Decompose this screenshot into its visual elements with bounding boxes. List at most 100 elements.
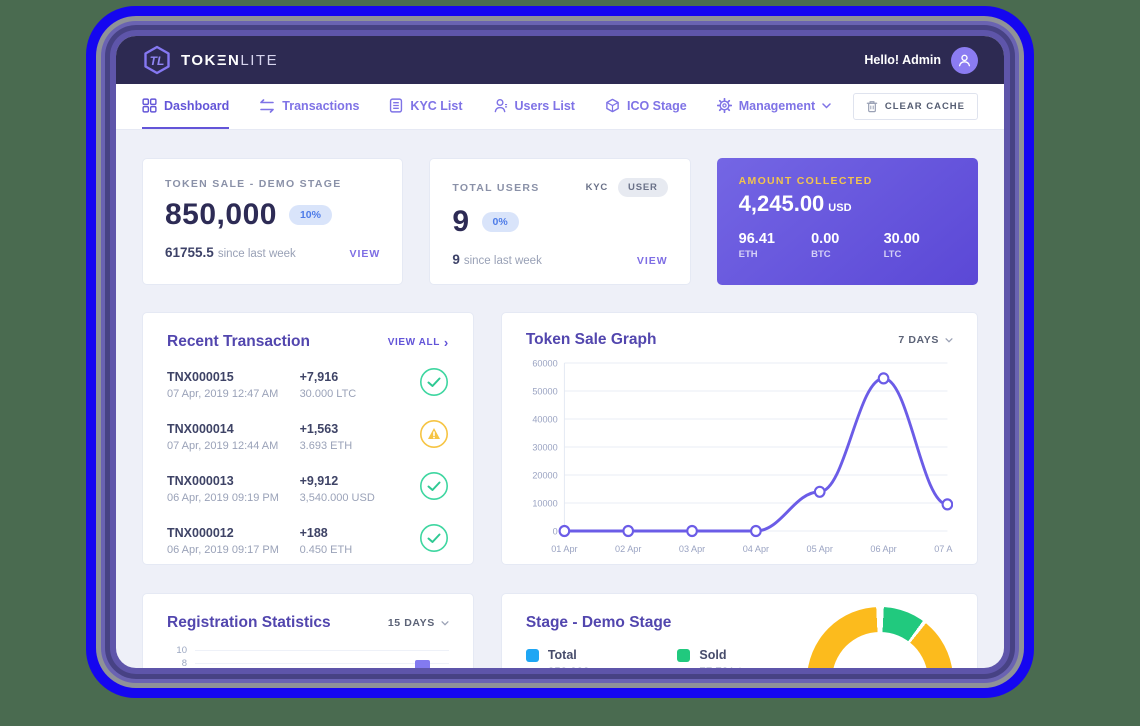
chevron-down-icon xyxy=(441,620,449,626)
amount-btc: 0.00 BTC xyxy=(811,231,840,260)
token-sale-delta-caption: since last week xyxy=(217,248,296,260)
nav-label: ICO Stage xyxy=(626,98,687,113)
svg-text:05 Apr: 05 Apr xyxy=(806,544,832,554)
user-avatar[interactable] xyxy=(951,46,978,74)
brand-name: TOKΞNLITE xyxy=(181,51,279,69)
tx-date: 06 Apr, 2019 09:17 PM xyxy=(167,543,279,556)
token-sale-value: 850,000 xyxy=(165,198,277,231)
nav-item-ico-stage[interactable]: ICO Stage xyxy=(605,84,687,129)
svg-text:20000: 20000 xyxy=(532,470,557,480)
tx-detail: 3.693 ETH xyxy=(299,439,353,452)
success-check-icon xyxy=(419,524,448,552)
nav-item-dashboard[interactable]: Dashboard xyxy=(142,84,230,129)
total-users-title: TOTAL USERS xyxy=(452,181,540,194)
tx-id: TNX000013 xyxy=(167,473,234,488)
token-sale-title: TOKEN SALE - DEMO STAGE xyxy=(165,178,342,190)
dashboard-content: TOKEN SALE - DEMO STAGE 850,000 10% 6175… xyxy=(116,130,1004,668)
chevron-right-icon: › xyxy=(443,334,449,350)
tx-date: 07 Apr, 2019 12:44 AM xyxy=(167,439,279,452)
stage-legend: Total 850,000 Sold 77,721 * xyxy=(525,648,953,668)
chevron-down-icon xyxy=(945,337,953,343)
total-users-stat-card: TOTAL USERS KYC USER 9 0% 9 since last we… xyxy=(429,158,691,285)
chevron-down-icon xyxy=(822,102,831,109)
reg-tick-row: 8 xyxy=(167,657,449,668)
legend-total: Total 850,000 xyxy=(525,648,589,668)
amount-ltc: 30.00 LTC xyxy=(883,231,920,260)
svg-text:04 Apr: 04 Apr xyxy=(743,544,769,554)
nav-label: Transactions xyxy=(282,98,360,113)
legend-swatch xyxy=(525,648,539,662)
tx-amount: +188 xyxy=(299,525,328,540)
tx-detail: 0.450 ETH xyxy=(299,543,353,556)
legend-sold: Sold 77,721 * xyxy=(677,648,742,668)
tx-amount: +9,912 xyxy=(299,473,339,488)
toggle-kyc-option[interactable]: KYC xyxy=(585,182,609,193)
amount-collected-title: AMOUNT COLLECTED xyxy=(738,175,873,187)
svg-text:06 Apr: 06 Apr xyxy=(870,544,896,554)
top-header: TL TOKΞNLITE Hello! Admin xyxy=(116,36,1004,84)
clear-cache-button[interactable]: CLEAR CACHE xyxy=(852,93,978,120)
svg-text:07 Apr: 07 Apr xyxy=(934,544,953,554)
amount-eth: 96.41 ETH xyxy=(738,231,775,260)
tx-date: 07 Apr, 2019 12:47 AM xyxy=(167,387,279,400)
recent-transactions-title: Recent Transaction xyxy=(167,333,310,350)
reg-tick-row: 10 xyxy=(167,644,449,657)
registration-statistics-title: Registration Statistics xyxy=(167,614,331,631)
cube-icon xyxy=(606,98,619,113)
brand-logo[interactable]: TL TOKΞNLITE xyxy=(142,45,278,75)
tx-id: TNX000014 xyxy=(167,421,234,436)
transaction-row[interactable]: TNX000013 06 Apr, 2019 09:19 PM +9,912 3,5… xyxy=(167,471,449,506)
warning-icon xyxy=(419,420,448,448)
tx-date: 06 Apr, 2019 09:19 PM xyxy=(167,491,279,504)
nav-item-transactions[interactable]: Transactions xyxy=(259,84,359,129)
recent-transactions-card: Recent Transaction VIEW ALL › TNX000015 07… xyxy=(142,312,474,565)
success-check-icon xyxy=(419,368,448,396)
gear-icon xyxy=(716,98,732,113)
tx-id: TNX000015 xyxy=(167,369,234,384)
token-sale-view-link[interactable]: VIEW xyxy=(349,248,381,260)
transaction-row[interactable]: TNX000014 07 Apr, 2019 12:44 AM +1,563 3.6… xyxy=(167,419,449,454)
svg-text:03 Apr: 03 Apr xyxy=(679,544,705,554)
svg-text:60000: 60000 xyxy=(532,358,557,368)
person-icon xyxy=(494,98,507,113)
transaction-row[interactable]: TNX000012 06 Apr, 2019 09:17 PM +188 0.450… xyxy=(167,523,449,558)
nav-item-users-list[interactable]: Users List xyxy=(493,84,575,129)
tx-detail: 3,540.000 USD xyxy=(299,491,375,504)
nav-label: KYC List xyxy=(410,98,463,113)
transactions-list: TNX000015 07 Apr, 2019 12:47 AM +7,916 30.… xyxy=(167,367,449,558)
nav-label: Dashboard xyxy=(164,98,230,113)
transaction-row[interactable]: TNX000015 07 Apr, 2019 12:47 AM +7,916 30.… xyxy=(167,367,449,402)
nav-item-management[interactable]: Management xyxy=(716,84,831,129)
legend-swatch xyxy=(677,648,691,662)
registration-period-dropdown[interactable]: 15 DAYS xyxy=(388,617,449,629)
greeting-text: Hello! Admin xyxy=(864,53,941,67)
token-sale-delta: 61755.5 xyxy=(165,245,214,260)
amount-collected-value: 4,245.00 USD xyxy=(738,191,852,216)
dashboard-grid-icon xyxy=(142,98,157,113)
token-sale-chart: 0 10000 20000 30000 40000 50000 60000 01 Apr 02 … xyxy=(532,358,960,554)
stage-demo-card: Stage - Demo Stage Total 850,000 Sold xyxy=(500,593,978,668)
toggle-user-option[interactable]: USER xyxy=(618,178,668,197)
tx-detail: 30.000 LTC xyxy=(299,387,357,400)
nav-label: Management xyxy=(738,98,816,113)
registration-bar xyxy=(415,660,431,668)
svg-text:30000: 30000 xyxy=(532,442,557,452)
view-all-link[interactable]: VIEW ALL › xyxy=(387,334,449,350)
list-document-icon xyxy=(390,98,403,113)
user-icon xyxy=(958,54,971,66)
registration-statistics-card: Registration Statistics 15 DAYS 10 8 xyxy=(142,593,474,668)
tx-amount: +1,563 xyxy=(299,421,339,436)
nav-item-kyc-list[interactable]: KYC List xyxy=(389,84,463,129)
amount-collected-card: AMOUNT COLLECTED 4,245.00 USD 96.41 ETH 0… xyxy=(716,158,978,285)
svg-text:01 Apr: 01 Apr xyxy=(551,544,577,554)
total-users-view-link[interactable]: VIEW xyxy=(636,255,668,267)
svg-text:10000: 10000 xyxy=(532,498,557,508)
svg-text:0: 0 xyxy=(552,526,557,536)
nav-label: Users List xyxy=(514,98,575,113)
registration-chart: 10 8 xyxy=(167,644,449,668)
tokenlite-hexagon-icon: TL xyxy=(144,45,170,75)
total-users-badge: 0% xyxy=(481,212,519,232)
amount-currency: USD xyxy=(828,202,852,214)
tx-id: TNX000012 xyxy=(167,525,234,540)
graph-period-dropdown[interactable]: 7 DAYS xyxy=(898,334,953,346)
